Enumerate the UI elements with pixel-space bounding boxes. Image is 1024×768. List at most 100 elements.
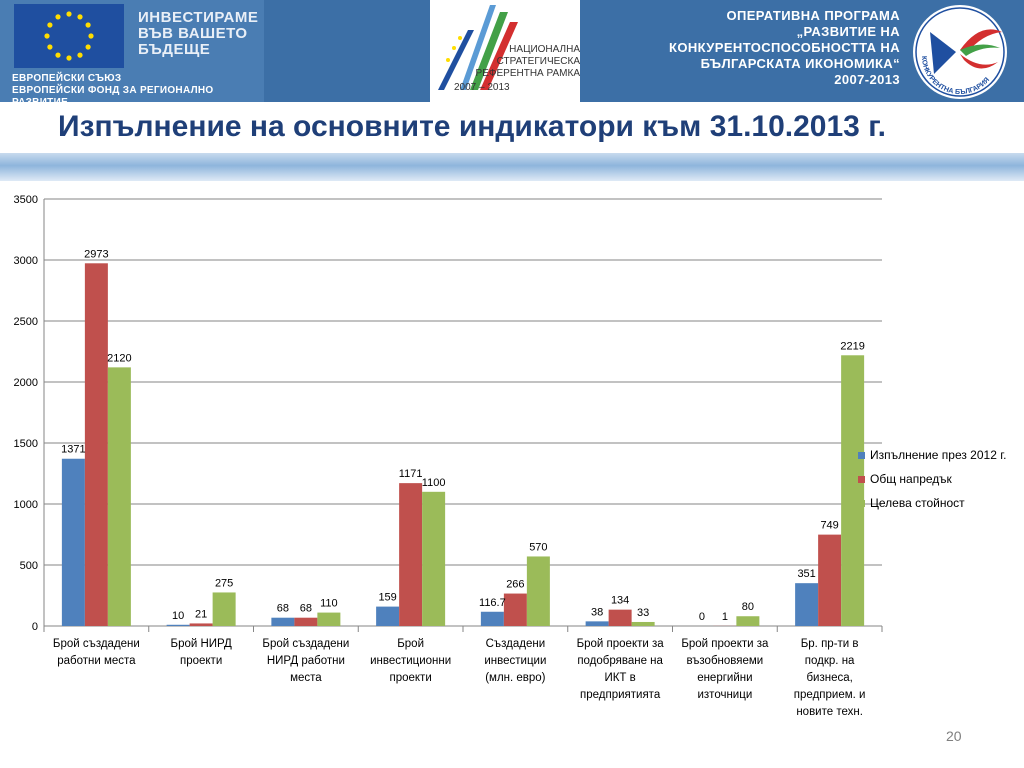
x-tick-label: Създадени инвестиции (млн. евро) xyxy=(484,638,546,684)
decorative-stripe xyxy=(0,153,1024,181)
x-tick-label: Брой създадени работни места xyxy=(53,638,140,667)
bar xyxy=(84,263,108,626)
data-label: 2219 xyxy=(840,340,864,352)
bar xyxy=(503,593,527,626)
data-label: 570 xyxy=(529,541,547,553)
slide-title: Изпълнение на основните индикатори към 3… xyxy=(58,110,887,143)
bar xyxy=(608,609,632,626)
x-tick-label: Брой създадени НИРД работни места xyxy=(262,638,349,684)
y-tick-label: 0 xyxy=(32,621,38,633)
bars xyxy=(61,263,865,626)
legend-swatch xyxy=(858,499,865,507)
bar xyxy=(376,606,400,626)
eu-block: ИНВЕСТИРАМЕ ВЪВ ВАШЕТО БЪДЕЩЕ ЕВРОПЕЙСКИ… xyxy=(0,0,264,102)
competitive-bulgaria-logo: КОНКУРЕНТНА БЪЛГАРИЯ xyxy=(913,5,1007,99)
bar xyxy=(818,534,842,626)
axes xyxy=(43,199,883,632)
x-tick-label: Бр. пр-ти в подкр. на бизнеса, предприем. и… xyxy=(794,638,866,718)
data-label: 134 xyxy=(611,595,629,607)
bar xyxy=(317,612,341,626)
data-label: 1 xyxy=(722,611,728,623)
data-label: 2120 xyxy=(107,352,131,364)
eu-flag-icon xyxy=(14,4,124,68)
gridlines xyxy=(44,198,882,627)
legend-swatch xyxy=(858,475,865,483)
data-label: 80 xyxy=(742,601,754,613)
data-label: 110 xyxy=(320,598,338,610)
bar xyxy=(480,611,504,626)
eu-star-icon xyxy=(47,22,53,28)
y-tick-label: 500 xyxy=(20,560,38,572)
bar xyxy=(107,367,131,626)
eu-star-icon xyxy=(55,14,61,20)
bar xyxy=(585,621,609,626)
nsrf-emblem-icon xyxy=(438,5,518,90)
y-tick-label: 2000 xyxy=(14,377,38,389)
chart-legend: Изпълнение през 2012 г. Общ напредък Целев… xyxy=(858,443,1006,515)
eu-star-icon xyxy=(88,33,94,39)
y-tick-label: 3000 xyxy=(14,255,38,267)
data-label: 68 xyxy=(300,603,312,615)
legend-label: Изпълнение през 2012 г. xyxy=(870,448,1007,462)
data-label: 266 xyxy=(506,579,524,591)
data-label: 749 xyxy=(820,520,838,532)
bar xyxy=(212,592,236,626)
data-label: 1171 xyxy=(399,468,423,480)
data-label: 21 xyxy=(195,608,207,620)
eu-star-icon xyxy=(47,44,53,50)
eu-star-icon xyxy=(85,44,91,50)
nsrf-years: 2007 – 2013 xyxy=(454,82,510,93)
x-tick-label: Брой проекти за подобряване на ИКТ в предпр… xyxy=(577,638,665,701)
data-label: 159 xyxy=(378,592,396,604)
legend-label: Общ напредък xyxy=(870,472,952,486)
y-tick-label: 3500 xyxy=(14,194,38,206)
y-tick-label: 2500 xyxy=(14,316,38,328)
eu-star-icon xyxy=(44,33,50,39)
data-label: 33 xyxy=(637,607,649,619)
eu-star-icon xyxy=(66,11,72,17)
data-label: 0 xyxy=(699,611,705,623)
data-label: 116.7 xyxy=(479,597,506,609)
eu-star-icon xyxy=(66,55,72,61)
x-tick-label: Брой инвестиционни проекти xyxy=(370,638,451,684)
header-banner: ИНВЕСТИРАМЕ ВЪВ ВАШЕТО БЪДЕЩЕ ЕВРОПЕЙСКИ… xyxy=(0,0,1024,102)
eu-star-icon xyxy=(55,52,61,58)
nsrf-logo: НАЦИОНАЛНА СТРАТЕГИЧЕСКА РЕФЕРЕНТНА РАМК… xyxy=(430,0,580,102)
x-tick-label: Брой проекти за възобновяеми енергийни изто… xyxy=(681,638,769,701)
eu-slogan: ИНВЕСТИРАМЕ ВЪВ ВАШЕТО БЪДЕЩЕ xyxy=(138,9,259,58)
programme-title: ОПЕРАТИВНА ПРОГРАМА „РАЗВИТИЕ НА КОНКУРЕ… xyxy=(668,8,900,87)
bar xyxy=(166,624,190,626)
eu-star-icon xyxy=(77,52,83,58)
legend-label: Целева стойност xyxy=(870,496,965,510)
bar xyxy=(189,623,213,626)
bar xyxy=(294,617,318,626)
y-axis-ticks: 0 500 1000 1500 2000 2500 3000 3500 xyxy=(14,194,38,633)
x-axis-labels: Брой създадени работни места Брой НИРД прое… xyxy=(53,638,866,718)
x-tick-label: Брой НИРД проекти xyxy=(171,638,232,667)
bar xyxy=(271,617,295,626)
data-label: 10 xyxy=(172,610,184,622)
bar xyxy=(795,583,819,626)
bar xyxy=(422,491,446,626)
bar xyxy=(841,355,865,626)
legend-item: Общ напредък xyxy=(858,467,1006,491)
data-label: 2973 xyxy=(84,248,108,260)
y-tick-label: 1000 xyxy=(14,499,38,511)
bar xyxy=(399,483,423,626)
y-tick-label: 1500 xyxy=(14,438,38,450)
legend-item: Изпълнение през 2012 г. xyxy=(858,443,1006,467)
data-label: 68 xyxy=(277,603,289,615)
bar xyxy=(631,621,655,626)
bar xyxy=(61,458,85,626)
bar xyxy=(526,556,550,626)
eu-star-icon xyxy=(85,22,91,28)
eu-fund-subtitle: ЕВРОПЕЙСКИ СЪЮЗ ЕВРОПЕЙСКИ ФОНД ЗА РЕГИО… xyxy=(12,73,214,102)
eu-star-icon xyxy=(77,14,83,20)
data-label: 1100 xyxy=(422,477,446,489)
data-label: 38 xyxy=(591,606,603,618)
bar xyxy=(736,616,760,626)
data-label: 351 xyxy=(797,568,815,580)
legend-item: Целева стойност xyxy=(858,491,1006,515)
